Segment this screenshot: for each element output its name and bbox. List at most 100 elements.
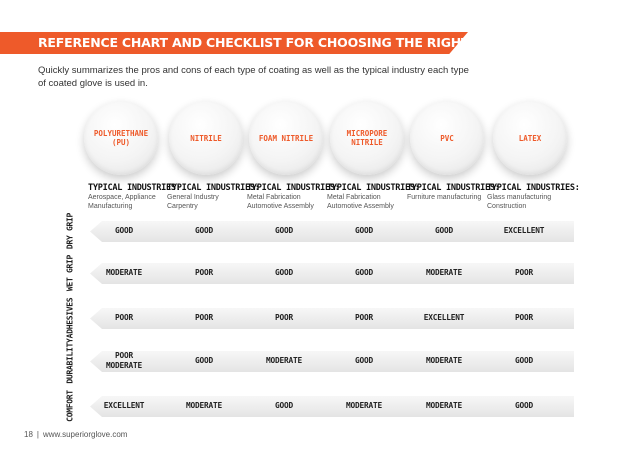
- rating-value: Good: [515, 356, 533, 365]
- rating-value: Poor: [355, 313, 373, 322]
- industry-heading: Typical Industries:: [88, 183, 181, 193]
- rating-cell: Moderate: [84, 268, 164, 278]
- rating-value: Moderate: [346, 401, 382, 410]
- rating-cell: Good: [484, 356, 564, 366]
- rating-cell: Poor: [84, 313, 164, 323]
- coating-name: Foam Nitrile: [258, 133, 314, 143]
- coating-name: Polyurethane (PU): [93, 129, 149, 147]
- rating-cell: Excellent: [404, 313, 484, 323]
- industry-heading: Typical Industries:: [327, 183, 420, 193]
- rating-cell: Moderate: [244, 356, 324, 366]
- rating-value: Excellent: [103, 401, 145, 410]
- industry-block: Typical Industries: Furniture manufacturi…: [407, 183, 500, 202]
- rating-cell: Good: [84, 226, 164, 236]
- industry-item: Metal Fabrication: [327, 194, 381, 201]
- coating-bubble: Foam Nitrile: [249, 101, 323, 175]
- rating-value: Excellent: [423, 313, 465, 322]
- industry-item: Construction: [487, 203, 527, 210]
- rating-category-label: Comfort: [65, 390, 75, 422]
- rating-cell: Poor: [244, 313, 324, 323]
- rating-value: Good: [275, 268, 293, 277]
- rating-value: Poor: [195, 268, 213, 277]
- rating-cell: Good: [484, 401, 564, 411]
- industry-heading: Typical Industries:: [167, 183, 260, 193]
- rating-value: Moderate: [106, 268, 142, 277]
- rating-cell: Moderate: [324, 401, 404, 411]
- rating-category-label: Wet Grip: [65, 254, 75, 292]
- rating-value: Good: [195, 226, 213, 235]
- coating-name: Micropore Nitrile: [346, 129, 388, 147]
- rating-cell: Good: [324, 226, 404, 236]
- industry-item: Automotive Assembly: [327, 203, 394, 210]
- rating-category-label: Durability: [65, 338, 75, 384]
- title-banner: [0, 32, 468, 54]
- industry-item: Glass manufacturing: [487, 194, 552, 201]
- coating-bubble: Latex: [493, 101, 567, 175]
- rating-value: Good: [275, 226, 293, 235]
- coating-bubble: Micropore Nitrile: [330, 101, 404, 175]
- rating-category-label: Dry Grip: [65, 212, 75, 250]
- rating-cell: Good: [244, 401, 324, 411]
- rating-value: Poor: [275, 313, 293, 322]
- rating-value: Poor: [115, 313, 133, 322]
- industry-heading: Typical Industries:: [487, 183, 580, 193]
- rating-row-band: [90, 263, 574, 284]
- rating-value: Good: [355, 226, 373, 235]
- page-title: Reference Chart and Checklist for Choosi…: [38, 35, 584, 50]
- rating-cell: Good: [164, 356, 244, 366]
- rating-cell: Excellent: [484, 226, 564, 236]
- rating-value: Poor: [195, 313, 213, 322]
- coating-bubble: PVC: [410, 101, 484, 175]
- coating-bubble: Nitrile: [169, 101, 243, 175]
- rating-cell: Good: [324, 356, 404, 366]
- footer-separator: |: [36, 430, 39, 439]
- rating-cell: Poor: [164, 268, 244, 278]
- coating-bubble: Polyurethane (PU): [84, 101, 158, 175]
- rating-cell: Moderate: [404, 356, 484, 366]
- industry-item: Aerospace, Appliance: [88, 194, 156, 201]
- rating-value: Good: [515, 401, 533, 410]
- rating-cell: Poor Moderate: [84, 351, 164, 371]
- rating-value: Moderate: [426, 268, 462, 277]
- rating-cell: Good: [164, 226, 244, 236]
- rating-cell: Excellent: [84, 401, 164, 411]
- rating-value: Poor: [515, 268, 533, 277]
- industry-item: Metal Fabrication: [247, 194, 301, 201]
- rating-cell: Good: [324, 268, 404, 278]
- coating-name: Latex: [518, 133, 542, 143]
- rating-value: Poor: [515, 313, 533, 322]
- page-number: 18: [24, 430, 33, 439]
- rating-cell: Poor: [324, 313, 404, 323]
- industry-block: Typical Industries: General Industry Carpe…: [167, 183, 260, 211]
- rating-value: Moderate: [266, 356, 302, 365]
- rating-value: Poor: [115, 351, 133, 360]
- industry-item: General Industry: [167, 194, 219, 201]
- rating-row-band: [90, 351, 574, 372]
- industry-item: Carpentry: [167, 203, 198, 210]
- intro-text: Quickly summarizes the pros and cons of …: [38, 65, 469, 89]
- footer-url[interactable]: www.superiorglove.com: [42, 430, 128, 439]
- rating-cell: Good: [244, 226, 324, 236]
- page-footer: 18 | www.superiorglove.com: [24, 430, 127, 439]
- rating-row-band: [90, 396, 574, 417]
- coating-name: Nitrile: [190, 133, 222, 143]
- rating-cell: Poor: [484, 268, 564, 278]
- industry-block: Typical Industries: Metal Fabrication Auto…: [247, 183, 340, 211]
- rating-value: Good: [355, 356, 373, 365]
- industry-block: Typical Industries: Glass manufacturing Co…: [487, 183, 580, 211]
- coating-name: PVC: [440, 133, 454, 143]
- rating-row-band: [90, 308, 574, 329]
- rating-value: Moderate: [186, 401, 222, 410]
- rating-cell: Moderate: [164, 401, 244, 411]
- rating-cell: Good: [244, 268, 324, 278]
- rating-cell: Poor: [484, 313, 564, 323]
- rating-value: Moderate: [106, 361, 142, 370]
- rating-value: Moderate: [426, 356, 462, 365]
- rating-value: Good: [115, 226, 133, 235]
- rating-value: Excellent: [503, 226, 545, 235]
- industry-item: Manufacturing: [88, 203, 133, 210]
- rating-category-label: Adhesives: [65, 297, 75, 339]
- rating-cell: Moderate: [404, 401, 484, 411]
- rating-value: Good: [275, 401, 293, 410]
- rating-value: Moderate: [426, 401, 462, 410]
